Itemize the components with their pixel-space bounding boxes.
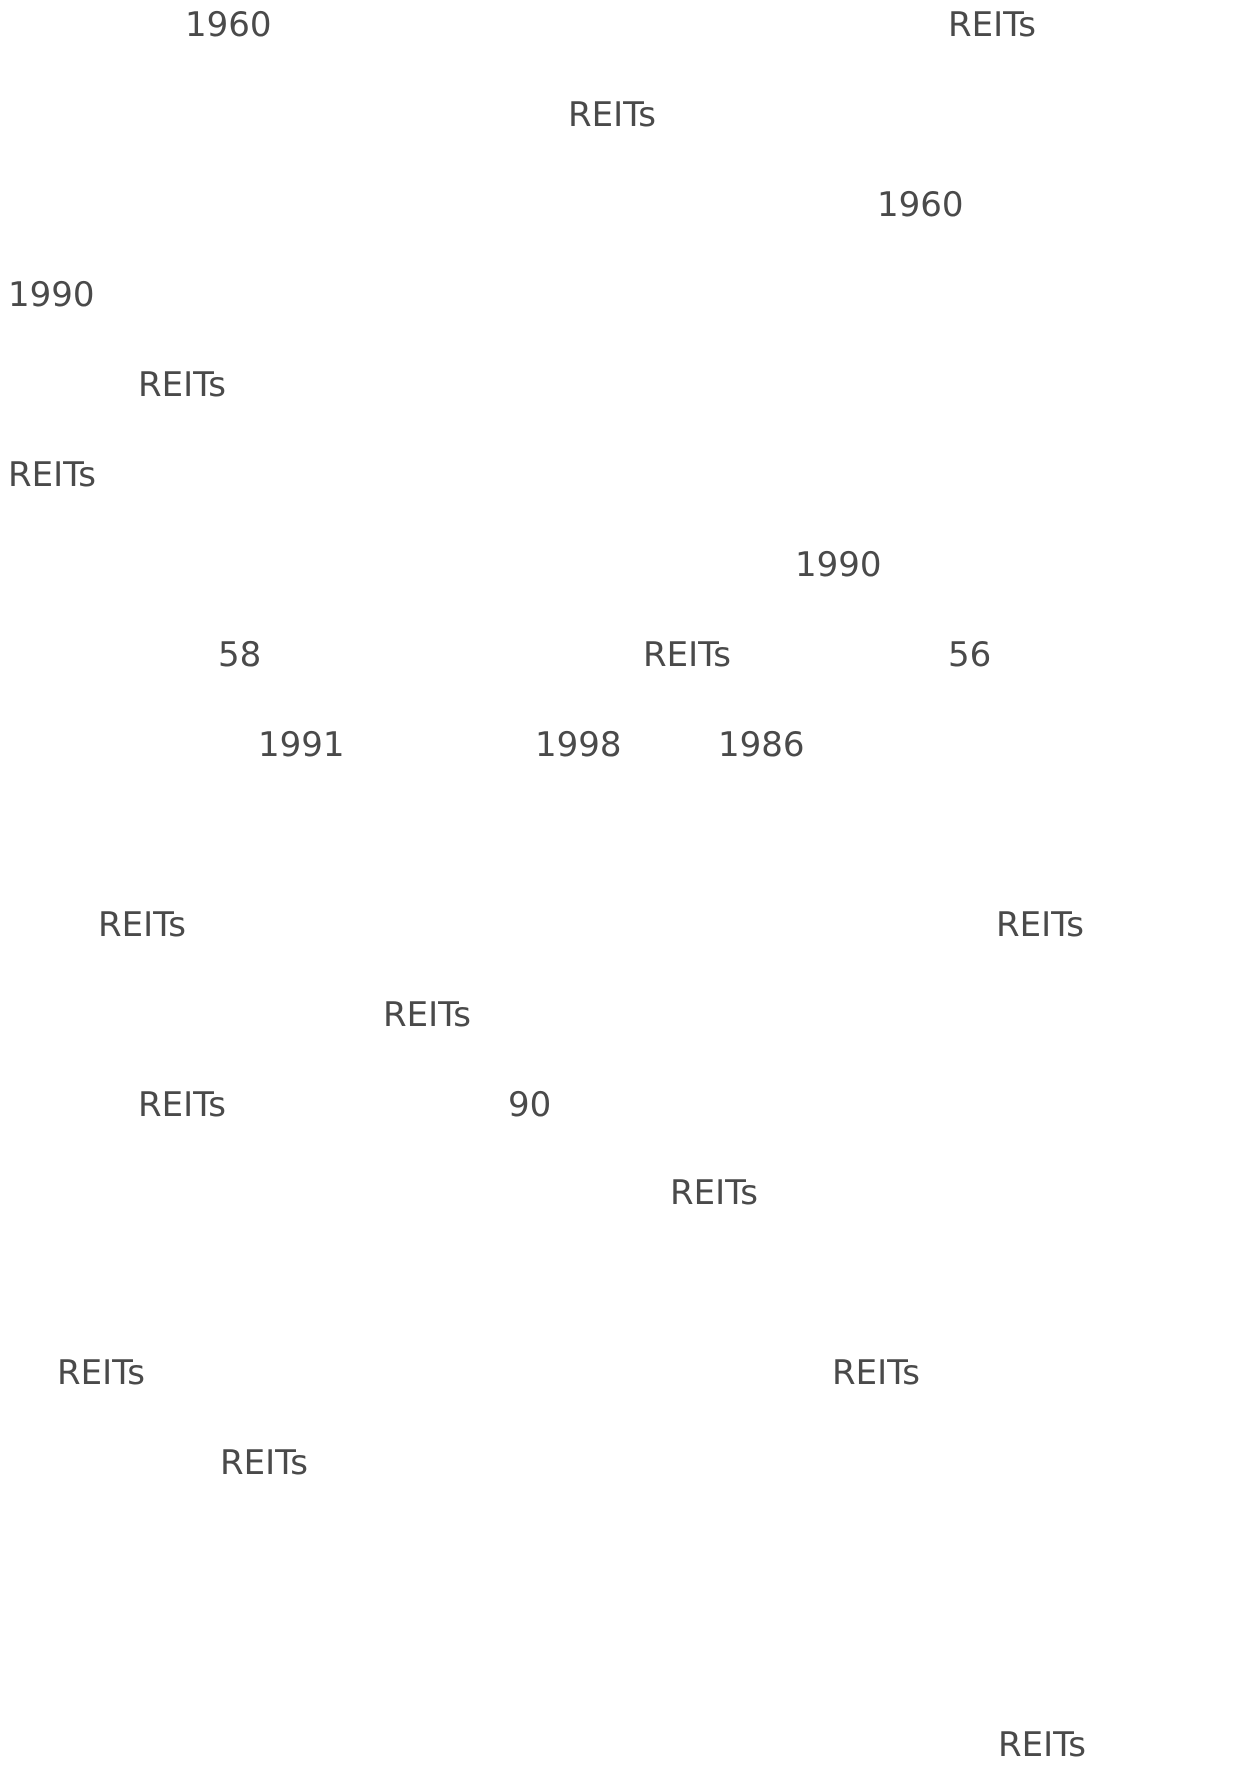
- text-fragment: REITs: [383, 995, 471, 1035]
- text-fragment: REITs: [98, 905, 186, 945]
- text-fragment: REITs: [643, 635, 731, 675]
- text-fragment: REITs: [138, 365, 226, 405]
- text-fragment: REITs: [670, 1173, 758, 1213]
- text-fragment: 1991: [258, 725, 345, 765]
- text-fragment: REITs: [138, 1085, 226, 1125]
- text-fragment: REITs: [220, 1443, 308, 1483]
- text-fragment: REITs: [57, 1353, 145, 1393]
- text-fragment: 58: [218, 635, 262, 675]
- text-fragment: REITs: [832, 1353, 920, 1393]
- text-fragment: 1960: [877, 185, 964, 225]
- text-fragment: REITs: [948, 5, 1036, 45]
- text-fragment: REITs: [8, 455, 96, 495]
- text-fragment: REITs: [998, 1725, 1086, 1765]
- text-fragment: 90: [508, 1085, 552, 1125]
- text-fragment: REITs: [996, 905, 1084, 945]
- text-fragment: 1990: [8, 275, 95, 315]
- text-fragment: 56: [948, 635, 992, 675]
- text-fragment: 1990: [795, 545, 882, 585]
- text-fragment: 1986: [718, 725, 805, 765]
- text-fragment: REITs: [568, 95, 656, 135]
- text-fragment: 1998: [535, 725, 622, 765]
- text-fragment: 1960: [185, 5, 272, 45]
